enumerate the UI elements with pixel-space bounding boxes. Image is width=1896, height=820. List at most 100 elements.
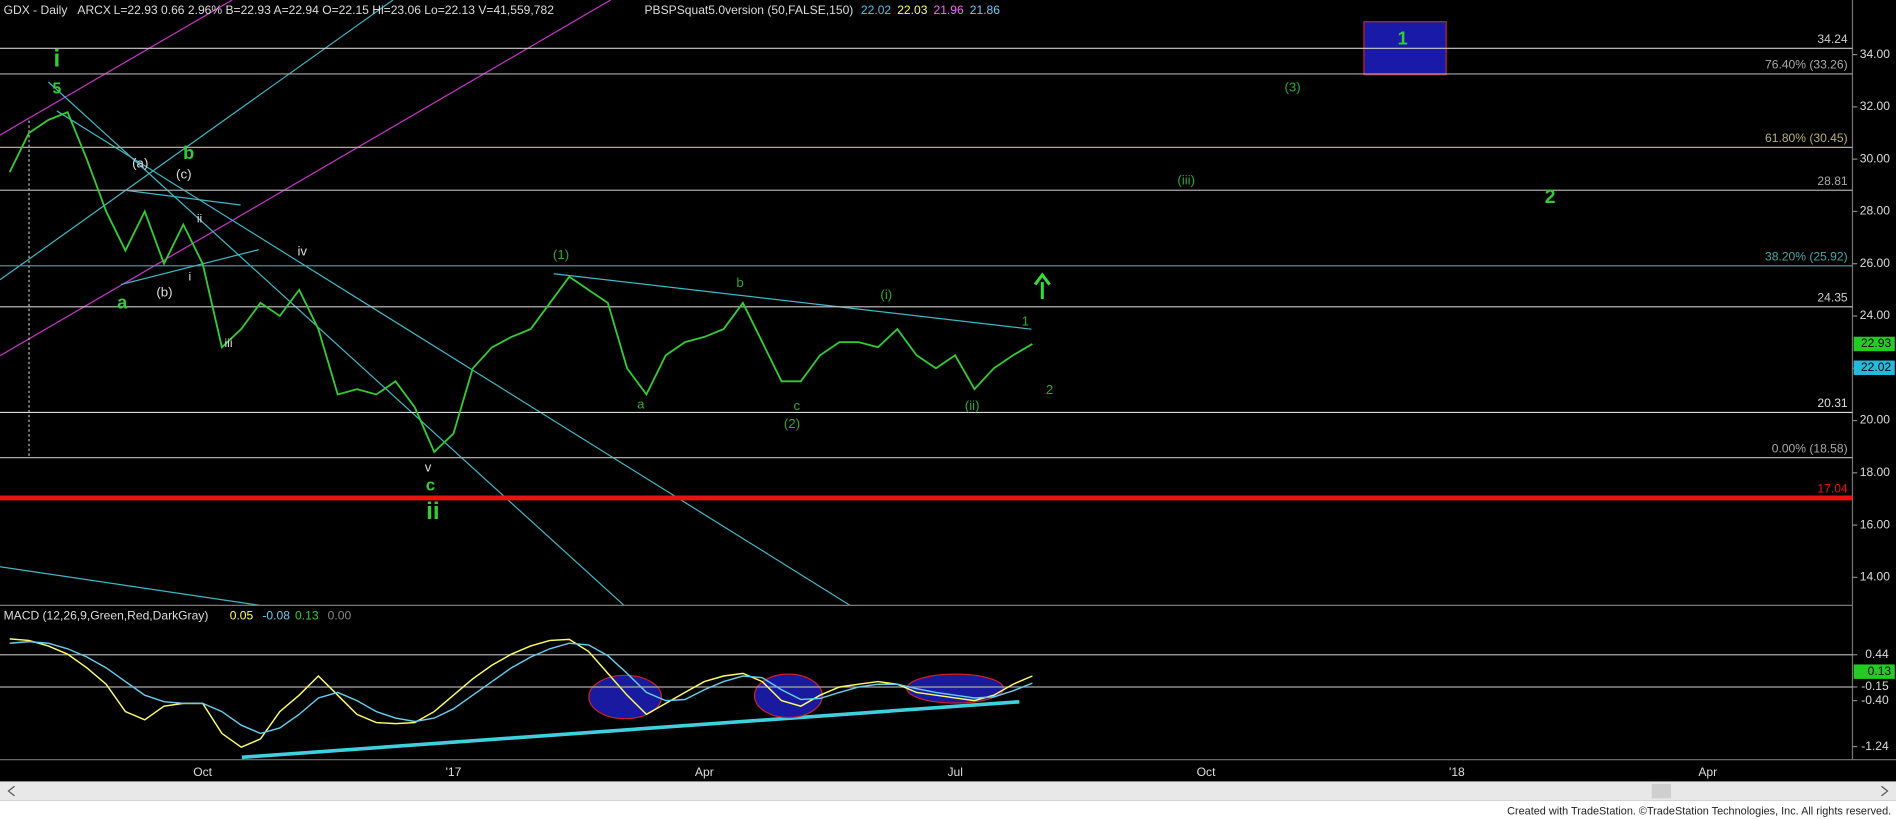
y-tick-label: 0.44 [1865,647,1889,661]
wave-label: (b) [156,285,172,300]
wave-label: ii [426,498,439,525]
y-tick-label: 26.00 [1860,256,1891,270]
trendline [120,249,259,286]
x-tick-label: Oct [193,765,212,779]
wave-label: b [183,143,194,163]
ellipses [588,673,1005,720]
indicator: PBSPSquat5.0version (50,FALSE,150) [644,3,853,17]
y-tick-label: 18.00 [1860,465,1891,479]
macd-value: 0.00 [328,608,352,622]
y-tick-label: 28.00 [1860,204,1891,218]
footer: Created with TradeStation. ©TradeStation… [1507,805,1891,817]
footer-bar [0,800,1896,820]
level-label: 0.00% (18.58) [1772,441,1848,455]
exchange: ARCX [77,3,111,17]
y-tick-label: 20.00 [1860,413,1891,427]
macd-value: 0.13 [295,608,319,622]
x-tick-label: '17 [446,765,462,779]
symbol: GDX - Daily [4,3,68,17]
price-badge-label: 0.13 [1868,664,1892,678]
y-tick-label: -0.15 [1861,679,1889,693]
wave-label: (ii) [965,398,980,413]
trendline [47,81,625,606]
macd-value: 0.05 [230,608,254,622]
y-tick-label: 34.00 [1860,47,1891,61]
x-tick-label: '18 [1449,765,1465,779]
y-tick-label: 30.00 [1860,151,1891,165]
level-label: 34.24 [1817,32,1848,46]
wave-label: (a) [132,156,148,171]
line-series [8,110,1033,454]
wave-label: (2) [784,416,800,431]
macd-value: -0.08 [262,608,290,622]
scroll-left[interactable] [7,785,15,797]
price-badge [1853,336,1895,352]
y-tick-label: 14.00 [1860,570,1891,584]
indicator-value: 21.86 [970,3,1001,17]
ellipse [588,674,663,720]
level-label: 28.81 [1817,174,1848,188]
x-tick-label: Oct [1197,765,1216,779]
wave-label: a [637,397,645,412]
wave-label: 1 [1398,29,1408,49]
scroll-right[interactable] [1881,785,1889,797]
quote: L=22.93 0.66 2.96% B=22.93 A=22.94 O=22.… [114,3,555,17]
wave-label: i [188,270,191,284]
y-tick-label: 32.00 [1860,99,1891,113]
trendline [0,566,261,606]
x-tick-label: Jul [947,765,962,779]
y-tick-label: 16.00 [1860,517,1891,531]
wave-label: i [53,46,60,73]
level-label: 20.31 [1817,396,1848,410]
level-label: 17.04 [1817,482,1848,496]
x-tick-label: Apr [1698,765,1717,779]
wave-label: b [736,275,743,290]
wave-label: (c) [176,166,191,181]
trendline [0,0,394,281]
level-label: 76.40% (33.26) [1765,58,1848,72]
indicator-value: 21.96 [933,3,964,17]
macd-title: MACD (12,26,9,Green,Red,DarkGray) [4,608,209,622]
macd-trendline [241,700,1020,760]
level-label: 61.80% (30.45) [1765,131,1848,145]
wave-label: iii [225,336,233,350]
line-series [9,638,1033,748]
up-arrow [1033,272,1051,300]
price-badge [1853,360,1895,375]
wave-label: (i) [880,287,892,302]
wave-label: (3) [1284,80,1300,95]
indicator-value: 22.02 [861,3,892,17]
y-tick-label: -1.24 [1861,739,1889,753]
line-series [9,640,1033,735]
wave-label: (1) [553,247,569,262]
scrollbar[interactable] [0,781,1896,801]
wave-label: 5 [52,80,61,97]
wave-label: c [794,398,801,413]
wave-label: 1 [1022,313,1029,328]
price-badge [1853,664,1895,679]
trendline [0,0,233,136]
indicator-value: 22.03 [897,3,928,17]
trendline [56,110,851,606]
wave-label: c [426,475,435,494]
trendlines [0,0,1032,760]
y-tick-label: -0.40 [1861,693,1889,707]
trendline [126,189,241,206]
trendline [0,0,611,357]
wave-label: (iii) [1177,172,1195,187]
wave-label: 2 [1545,187,1556,208]
wave-label: v [425,459,432,474]
ellipse [753,673,823,719]
wave-label: a [117,293,128,313]
level-label: 24.35 [1817,291,1848,305]
wave-label: ii [197,212,202,226]
wave-label: 2 [1046,382,1053,397]
level-label: 38.20% (25.92) [1765,250,1848,264]
x-tick-label: Apr [695,765,714,779]
y-tick-label: 24.00 [1860,308,1891,322]
scroll-thumb[interactable] [1651,783,1672,799]
price-badge-label: 22.02 [1861,360,1892,374]
trendline [553,273,1032,330]
